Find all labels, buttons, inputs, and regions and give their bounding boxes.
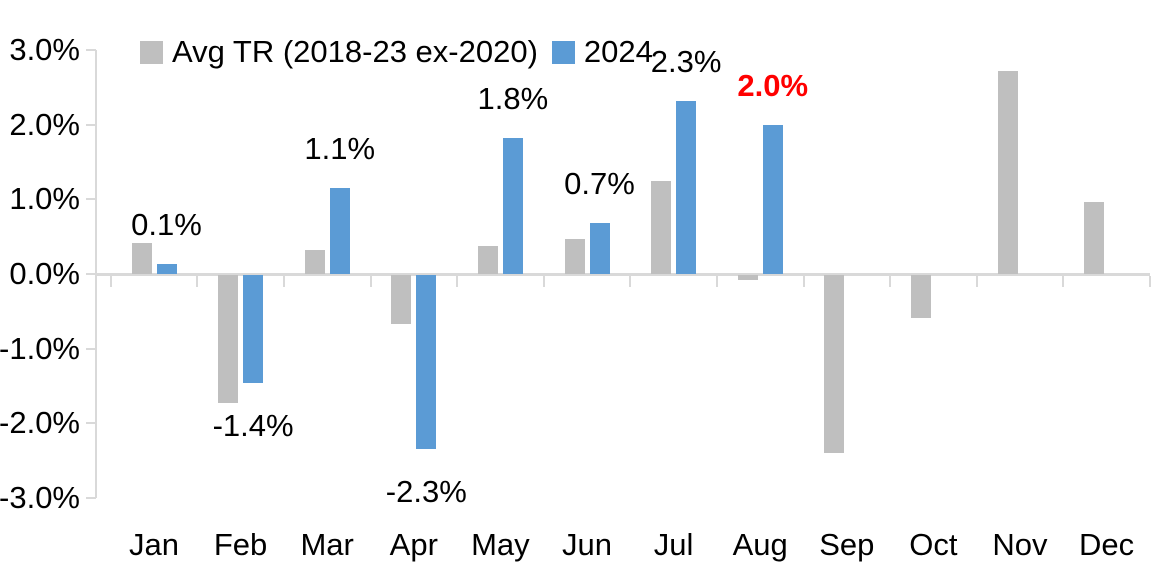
data-label-2024: -2.3% (385, 473, 467, 509)
month-label: Apr (389, 527, 438, 562)
bar-2024 (676, 100, 697, 274)
bar-2024 (243, 275, 264, 384)
x-axis-tick (1148, 276, 1151, 287)
y-axis-tick-label: -1.0% (0, 330, 80, 366)
month-label: Jan (129, 527, 179, 562)
x-axis-tick (456, 276, 459, 287)
legend-item-avg-tr: Avg TR (2018-23 ex-2020) (140, 34, 538, 70)
bar-2024 (762, 124, 783, 274)
x-axis-tick (542, 276, 545, 287)
bar-avg-tr (391, 275, 412, 324)
legend-item-2024: 2024 (551, 34, 653, 70)
x-axis-tick (282, 276, 285, 287)
bar-2024 (416, 275, 437, 449)
bar-avg-tr (997, 70, 1018, 274)
data-label-2024: 0.7% (564, 166, 635, 202)
bar-2024 (502, 138, 523, 274)
x-axis-tick (1062, 276, 1065, 287)
month-label: Sep (819, 527, 875, 562)
month-label: Dec (1079, 527, 1135, 562)
y-axis-tick-label: 3.0% (9, 31, 80, 67)
month-label: Jul (653, 527, 694, 562)
bar-avg-tr (564, 238, 585, 274)
bar-avg-tr (910, 275, 931, 318)
month-label: Oct (909, 527, 958, 562)
legend-label-2024: 2024 (583, 34, 653, 69)
bar-avg-tr (477, 246, 498, 274)
data-label-2024: 0.1% (131, 207, 202, 243)
data-label-2024: 2.3% (650, 43, 722, 79)
y-axis-tick-label: 0.0% (9, 256, 80, 291)
data-label-2024: 2.0% (737, 67, 809, 103)
month-label: Jun (562, 527, 612, 562)
bar-avg-tr (304, 250, 325, 274)
bar-avg-tr (131, 242, 152, 274)
y-axis-tick-label: -2.0% (0, 405, 80, 441)
bar-avg-tr (1084, 201, 1105, 274)
x-axis-tick (629, 276, 632, 287)
y-axis-tick (86, 347, 96, 350)
avg-tr-swatch-icon (140, 40, 163, 64)
bar-2024 (589, 223, 610, 274)
data-label-2024: 1.1% (304, 131, 376, 167)
y-axis-tick-label: -3.0% (0, 480, 80, 515)
month-label: Mar (300, 527, 354, 562)
y2024-swatch-icon (551, 40, 575, 64)
x-axis-tick (889, 276, 892, 287)
data-label-2024: -1.4% (212, 408, 294, 444)
legend: Avg TR (2018-23 ex-2020) 2024 (140, 34, 653, 70)
y-axis-tick (86, 48, 96, 51)
bar-avg-tr (737, 275, 758, 281)
month-label: Aug (732, 527, 788, 562)
bar-avg-tr (824, 275, 845, 453)
month-label: Nov (992, 527, 1048, 562)
x-axis-tick (109, 276, 112, 287)
legend-label-avg-tr: Avg TR (2018-23 ex-2020) (172, 34, 538, 69)
x-axis-tick (196, 276, 199, 287)
month-label: May (471, 527, 530, 562)
y-axis-tick (86, 123, 96, 126)
y-axis-tick (86, 422, 96, 425)
y-axis-tick (86, 273, 96, 275)
y-axis-tick-label: 2.0% (9, 106, 80, 142)
bar-avg-tr (218, 275, 239, 404)
x-axis-tick (715, 276, 718, 287)
y-axis-tick (86, 497, 96, 499)
y-axis-tick-label: 1.0% (9, 181, 80, 217)
bar-2024 (156, 264, 177, 274)
x-axis-tick (975, 276, 978, 287)
month-label: Feb (213, 527, 268, 562)
bar-avg-tr (651, 180, 672, 274)
x-axis-line (95, 273, 1150, 276)
y-axis-tick (86, 198, 96, 201)
x-axis-tick (802, 276, 805, 287)
bar-2024 (329, 188, 350, 274)
x-axis-tick (369, 276, 372, 287)
data-label-2024: 1.8% (477, 81, 549, 117)
